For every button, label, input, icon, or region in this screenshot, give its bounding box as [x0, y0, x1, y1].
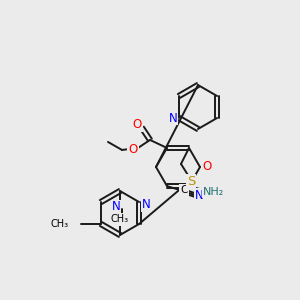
Text: CH₃: CH₃	[51, 219, 69, 229]
Text: O: O	[202, 160, 211, 173]
Text: O: O	[132, 118, 142, 131]
Text: N: N	[142, 199, 150, 212]
Text: C: C	[112, 215, 120, 225]
Text: NH₂: NH₂	[203, 187, 225, 197]
Text: CH₃: CH₃	[111, 214, 129, 224]
Text: O: O	[128, 143, 138, 156]
Text: N: N	[195, 189, 203, 202]
Text: C: C	[180, 185, 188, 195]
Text: N: N	[169, 112, 177, 124]
Text: N: N	[112, 200, 120, 214]
Text: S: S	[187, 176, 195, 188]
